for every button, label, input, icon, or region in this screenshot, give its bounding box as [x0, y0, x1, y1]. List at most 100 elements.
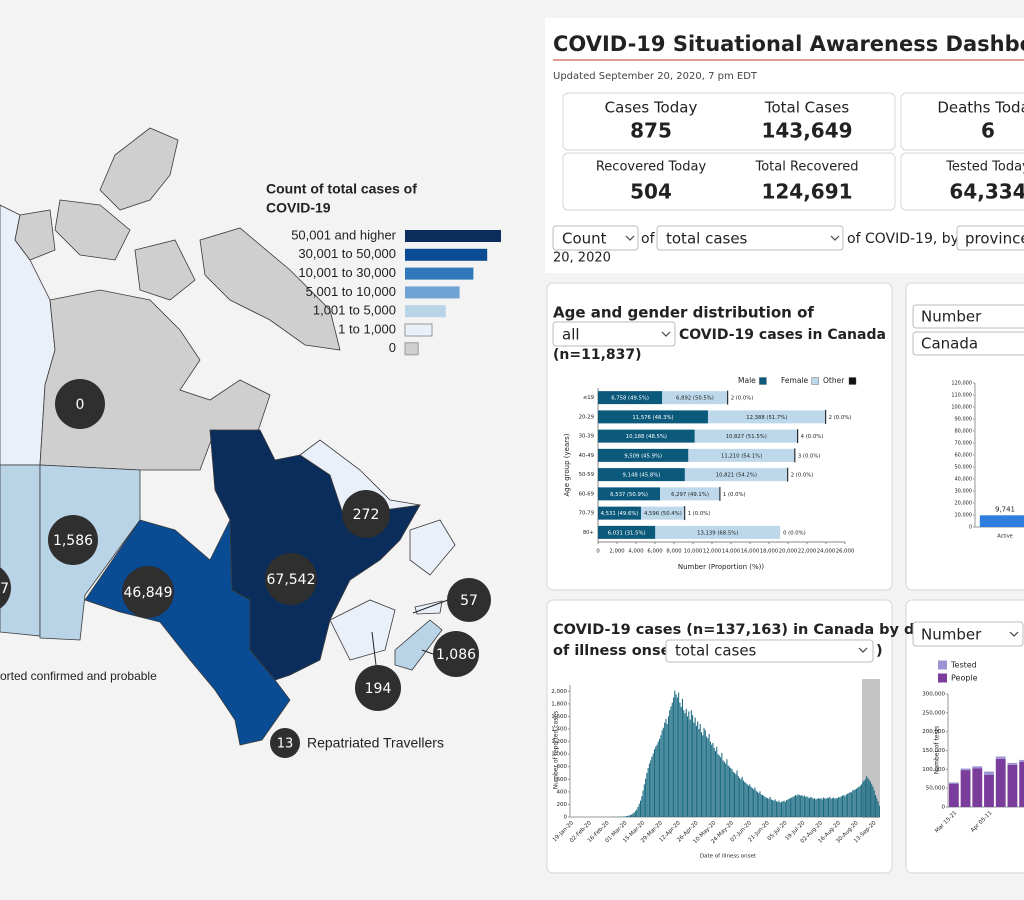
bar	[627, 815, 629, 817]
travellers-bubble[interactable]	[270, 728, 300, 758]
province[interactable]	[0, 464, 41, 637]
count-bubble[interactable]	[447, 578, 491, 622]
bar	[848, 793, 850, 817]
province[interactable]	[394, 619, 443, 671]
y-tick-label: 120,000	[951, 381, 972, 387]
bar	[643, 784, 645, 817]
stat-value: 143,649	[761, 119, 852, 143]
province[interactable]	[39, 289, 271, 471]
bar	[681, 698, 683, 817]
bar-segment	[660, 487, 720, 501]
province[interactable]	[14, 209, 56, 261]
bar	[876, 798, 878, 817]
bar	[793, 796, 795, 817]
bar	[833, 797, 835, 817]
count-bubble[interactable]	[355, 665, 401, 711]
leader-line	[412, 599, 449, 614]
filter-select[interactable]	[912, 621, 1024, 647]
bar	[694, 717, 696, 817]
count-bubble[interactable]	[265, 553, 317, 605]
y-tick-label: 1,000	[551, 752, 567, 758]
bar	[667, 716, 669, 817]
data-label: 4 (0.0%)	[801, 434, 824, 440]
bar	[783, 800, 785, 817]
count-bubble[interactable]	[122, 566, 174, 618]
bar	[805, 796, 807, 817]
filter-select[interactable]	[912, 331, 1024, 356]
leader-line	[421, 649, 434, 655]
bar	[948, 783, 959, 807]
province[interactable]	[199, 227, 341, 351]
province[interactable]	[134, 239, 196, 301]
map-note: orted confirmed and probable	[0, 669, 157, 683]
metric-select[interactable]	[656, 225, 844, 251]
bar	[760, 794, 762, 817]
bar	[789, 798, 791, 817]
bar	[723, 761, 725, 817]
y-tick-label: 0	[942, 805, 946, 811]
data-label: 2 (0.0%)	[829, 415, 852, 421]
bar	[664, 722, 666, 817]
chart-title: )	[876, 643, 883, 659]
province[interactable]	[329, 599, 396, 661]
bar	[632, 813, 634, 817]
bar	[821, 799, 823, 817]
bar-segment	[655, 525, 781, 539]
y-axis-label: Age group (years)	[563, 433, 571, 496]
geo-select[interactable]	[956, 225, 1024, 251]
count-bubble[interactable]	[48, 515, 98, 565]
bar	[810, 796, 812, 817]
count-bubble[interactable]	[433, 631, 479, 677]
y-tick-label: 10,000	[955, 513, 973, 519]
bar	[685, 708, 687, 817]
y-tick-label: 40-49	[579, 453, 594, 459]
province[interactable]	[54, 199, 131, 261]
measure-select[interactable]	[552, 225, 639, 251]
bar	[788, 798, 790, 817]
count-bubble[interactable]	[0, 563, 11, 613]
bar	[800, 795, 802, 817]
bar-segment	[598, 448, 689, 462]
chart-title: COVID-19 cases in Canada	[679, 327, 886, 343]
count-label: 272	[353, 507, 380, 523]
x-tick-label: 26,000	[836, 549, 855, 555]
bar	[642, 790, 644, 817]
y-tick-label: 250,000	[922, 710, 945, 716]
legend-swatch	[405, 230, 501, 242]
stat-value: 6	[981, 119, 995, 143]
bar	[960, 768, 971, 771]
province[interactable]	[409, 519, 456, 576]
bar	[797, 794, 799, 817]
province[interactable]	[299, 439, 421, 521]
bar	[684, 713, 686, 817]
bar	[686, 716, 689, 817]
filter-select[interactable]	[665, 639, 874, 663]
data-label: 6,297 (49.1%)	[671, 492, 709, 498]
bar	[786, 800, 788, 817]
x-tick-label: 16,000	[741, 549, 760, 555]
bar	[774, 799, 776, 817]
bar	[650, 760, 652, 817]
y-tick-label: 150,000	[922, 748, 945, 754]
stat-label: Recovered Today	[596, 160, 707, 175]
bar	[828, 798, 830, 817]
count-bubble[interactable]	[55, 379, 105, 429]
y-tick-label: 1,400	[551, 727, 567, 733]
stat-card	[900, 152, 1024, 211]
bar	[820, 798, 822, 817]
bar	[1019, 759, 1024, 762]
y-tick-label: ≤19	[583, 395, 594, 401]
bar	[826, 797, 828, 817]
bar	[867, 778, 869, 817]
data-label: 11,576 (48.3%)	[632, 415, 673, 421]
filter-select[interactable]	[552, 321, 676, 347]
province[interactable]	[99, 127, 179, 211]
bar	[815, 799, 817, 817]
stat-label: Total Cases	[764, 99, 850, 117]
count-label: 1,086	[436, 647, 476, 663]
y-tick-label: 200,000	[922, 729, 945, 735]
count-bubble[interactable]	[342, 490, 390, 538]
y-tick-label: 0	[969, 525, 972, 531]
bar	[688, 711, 690, 817]
filter-select[interactable]	[912, 304, 1024, 329]
